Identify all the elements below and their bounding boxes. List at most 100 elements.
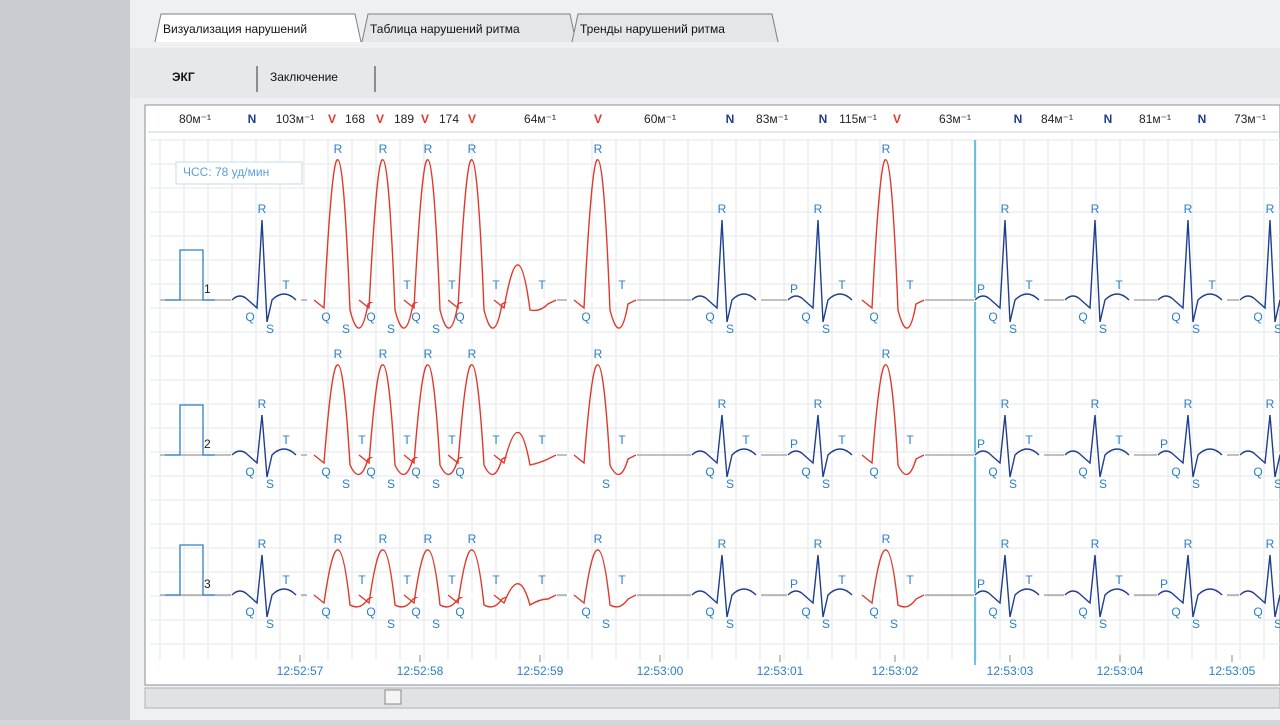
time-label: 12:53:02: [872, 664, 919, 678]
wave-label: Q: [801, 605, 810, 619]
marker-label: N: [819, 112, 828, 126]
ecg-beat: [787, 219, 853, 323]
wave-label: Q: [988, 465, 997, 479]
wave-label: P: [790, 437, 798, 451]
wave-label: R: [718, 397, 727, 411]
tab[interactable]: [571, 13, 779, 43]
wave-label: R: [718, 537, 727, 551]
tab-label: Визуализация нарушений: [163, 22, 307, 36]
wave-label: Q: [1078, 605, 1087, 619]
left-bezel: [0, 0, 130, 720]
baseline-mask: [441, 298, 511, 302]
wave-label: T: [282, 433, 290, 447]
ecg-beat: [691, 414, 757, 478]
ecg-beat: [1064, 219, 1130, 323]
ecg-beat: [1239, 414, 1280, 478]
tab[interactable]: [154, 13, 362, 43]
wave-label: R: [1001, 537, 1010, 551]
wave-label: Q: [869, 605, 878, 619]
baseline-mask: [441, 593, 511, 597]
wave-label: R: [594, 347, 603, 361]
wave-label: T: [403, 278, 411, 292]
wave-label: T: [1025, 573, 1033, 587]
wave-label: R: [1091, 397, 1100, 411]
wave-label: S: [1009, 477, 1017, 491]
wave-label: R: [258, 397, 267, 411]
ecg-beat: [358, 549, 422, 608]
marker-label: 64м⁻¹: [524, 112, 556, 126]
time-label: 12:53:05: [1209, 664, 1256, 678]
marker-label: 168: [345, 112, 365, 126]
wave-label: Q: [705, 310, 714, 324]
wave-label: S: [822, 617, 830, 631]
ecg-beat: [573, 159, 637, 329]
marker-label: V: [376, 112, 384, 126]
marker-label: 63м⁻¹: [939, 112, 971, 126]
wave-label: Q: [988, 310, 997, 324]
baseline-mask: [787, 453, 857, 457]
ecg-beat: [861, 159, 925, 329]
wave-label: R: [379, 532, 388, 546]
wave-label: S: [1009, 617, 1017, 631]
wave-label: R: [1091, 202, 1100, 216]
baseline-mask: [567, 593, 637, 597]
marker-label: V: [468, 112, 476, 126]
baseline-mask: [1157, 453, 1227, 457]
content: Визуализация нарушений Таблица нарушений …: [148, 13, 1280, 678]
wave-label: R: [468, 347, 477, 361]
baseline-mask: [1239, 453, 1280, 457]
subtab-label[interactable]: Заключение: [270, 70, 338, 84]
baseline-mask: [352, 453, 422, 457]
wave-label: S: [726, 477, 734, 491]
wave-label: R: [468, 532, 477, 546]
wave-label: R: [334, 142, 343, 156]
ecg-beat: [1157, 414, 1223, 478]
wave-label: T: [538, 433, 546, 447]
time-label: 12:53:00: [637, 664, 684, 678]
marker-label: 103м⁻¹: [276, 112, 315, 126]
wave-label: R: [258, 537, 267, 551]
subtab-label[interactable]: ЭКГ: [172, 70, 195, 84]
baseline-mask: [397, 453, 467, 457]
scroll-thumb[interactable]: [384, 689, 402, 705]
wave-label: P: [1160, 437, 1168, 451]
wave-label: T: [403, 573, 411, 587]
calibration-pulse: [165, 404, 215, 456]
wave-label: S: [726, 322, 734, 336]
wave-label: S: [890, 617, 898, 631]
wave-label: R: [468, 142, 477, 156]
wave-label: S: [266, 617, 274, 631]
marker-label: 115м⁻¹: [839, 112, 877, 126]
wave-label: Q: [581, 605, 590, 619]
wave-label: Q: [1078, 465, 1087, 479]
wave-label: Q: [705, 605, 714, 619]
wave-label: Q: [455, 465, 464, 479]
baseline-mask: [487, 593, 557, 597]
wave-label: S: [1192, 477, 1200, 491]
wave-label: T: [403, 433, 411, 447]
wave-label: T: [492, 573, 500, 587]
wave-label: T: [838, 278, 846, 292]
ecg-beat: [231, 414, 297, 478]
wave-label: Q: [366, 310, 375, 324]
marker-label: V: [893, 112, 901, 126]
tab[interactable]: [361, 13, 577, 43]
wave-label: R: [718, 202, 727, 216]
wave-label: Q: [245, 465, 254, 479]
marker-label: N: [1104, 112, 1113, 126]
lead-number: 3: [204, 577, 211, 591]
wave-label: T: [1025, 278, 1033, 292]
wave-label: R: [424, 532, 433, 546]
wave-label: Q: [1253, 605, 1262, 619]
wave-label: P: [977, 437, 985, 451]
ecg-beat: [1064, 414, 1130, 478]
ecg-beat: [313, 159, 377, 329]
ecg-beat: [1157, 554, 1223, 618]
wave-label: T: [358, 573, 366, 587]
wave-label: T: [618, 573, 626, 587]
baseline-mask: [787, 593, 857, 597]
wave-label: R: [258, 202, 267, 216]
lead-number: 2: [204, 437, 211, 451]
wave-label: Q: [988, 605, 997, 619]
